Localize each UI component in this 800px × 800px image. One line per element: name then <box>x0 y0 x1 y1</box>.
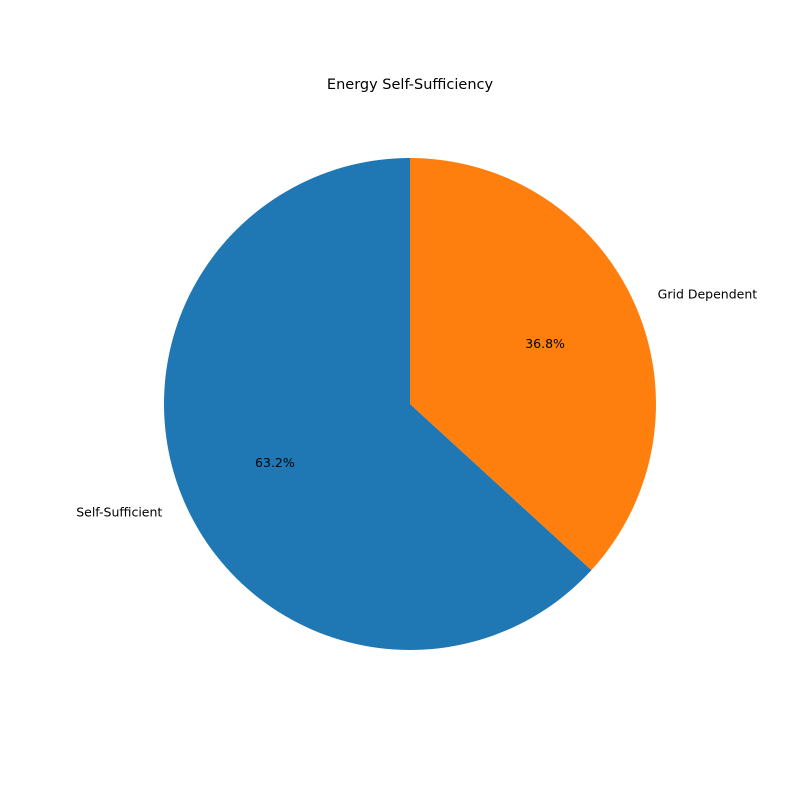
percent-label-grid-dependent: 36.8% <box>525 336 565 351</box>
slice-label-self-sufficient: Self-Sufficient <box>76 505 162 520</box>
pie-slice-self-sufficient <box>164 158 592 650</box>
chart-title: Energy Self-Sufficiency <box>327 77 494 93</box>
percent-label-self-sufficient: 63.2% <box>255 455 295 470</box>
slice-label-grid-dependent: Grid Dependent <box>658 286 758 301</box>
pie-slices <box>164 158 657 650</box>
pie-slice-grid-dependent <box>410 158 657 571</box>
pie-labels: Self-Sufficient 63.2% Grid Dependent 36.8% <box>76 286 757 519</box>
